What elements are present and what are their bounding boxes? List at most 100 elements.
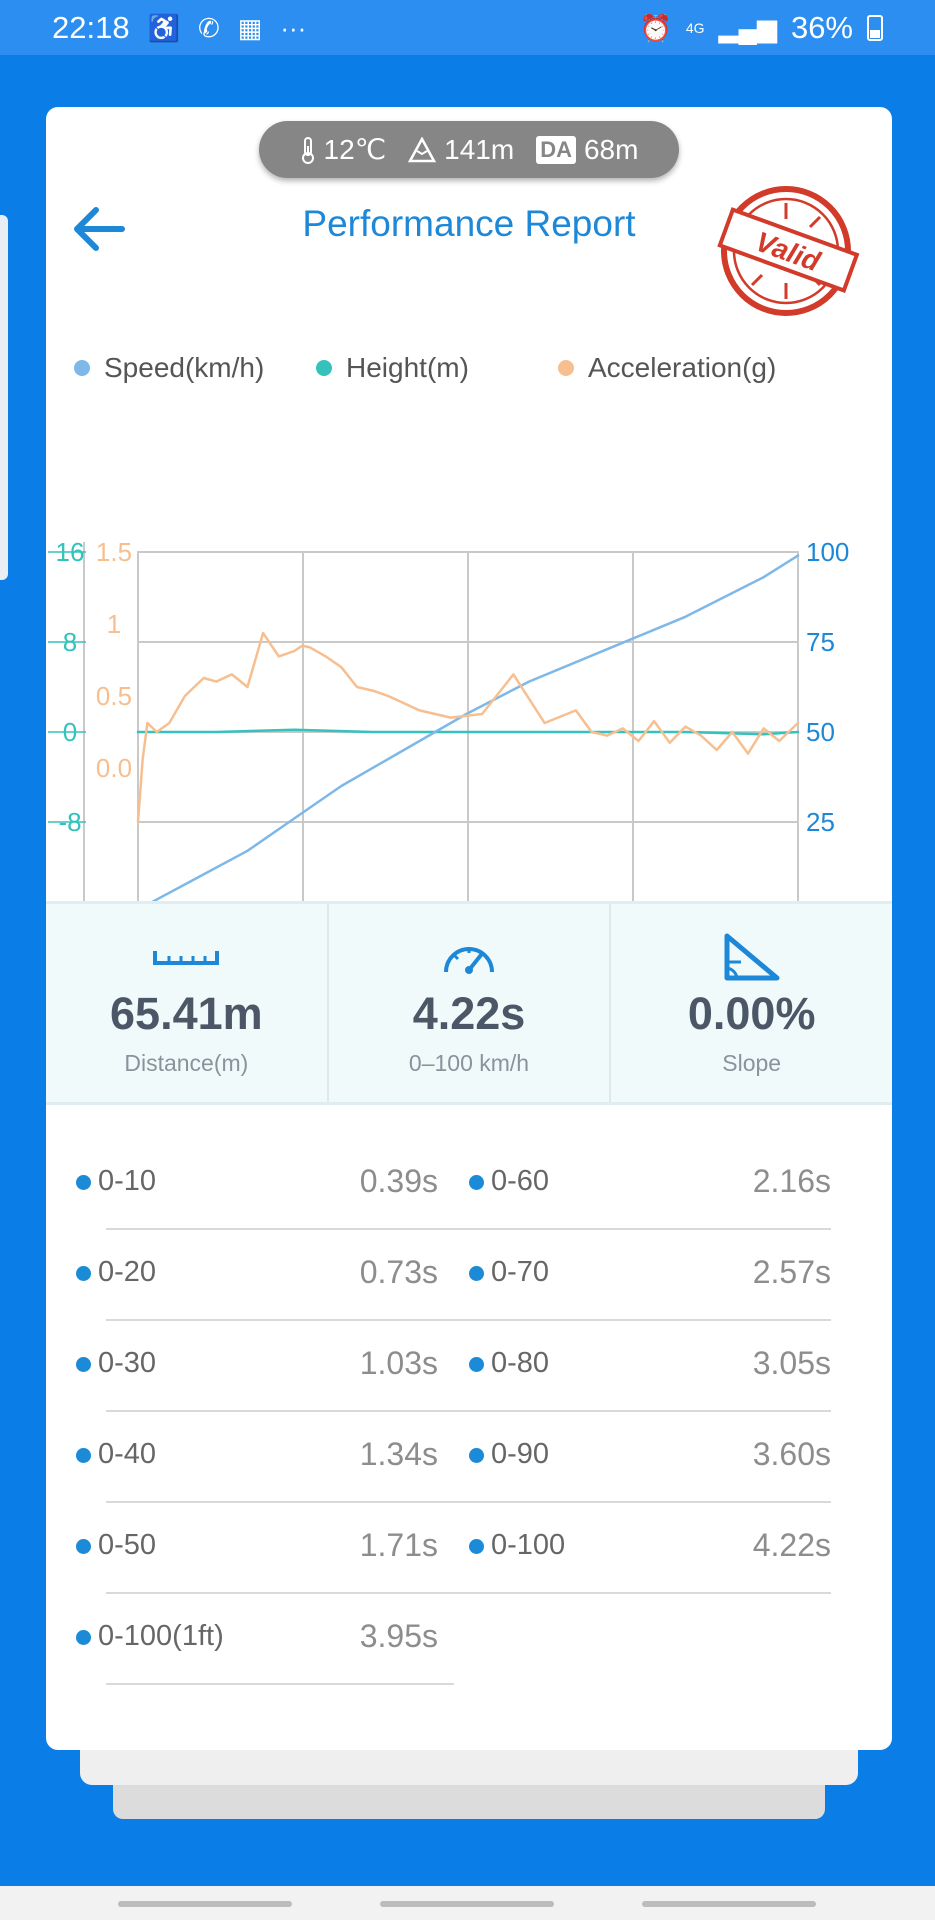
speed-tick-label: 50 — [806, 717, 835, 747]
mountain-icon — [408, 136, 437, 162]
ruler-icon — [153, 951, 220, 965]
split-bullet — [76, 1539, 91, 1554]
split-divider — [106, 1410, 831, 1412]
battery-percent: 36% — [790, 9, 853, 45]
split-time: 3.60s — [752, 1436, 831, 1472]
battery-icon — [867, 14, 883, 41]
split-row: 0-100(1ft) 3.95s — [76, 1592, 454, 1685]
split-row: 0-30 1.03s — [76, 1319, 454, 1412]
height-tick-label: 0 — [63, 717, 77, 747]
whatsapp-icon: ✆ — [197, 12, 220, 43]
alarm-icon: ⏰ — [639, 12, 672, 43]
split-bullet — [76, 1630, 91, 1645]
split-time: 2.57s — [752, 1254, 831, 1290]
nav-back-button[interactable] — [642, 1901, 816, 1907]
split-time: 0.39s — [359, 1163, 438, 1199]
split-bullet — [76, 1357, 91, 1372]
split-divider — [106, 1501, 831, 1503]
split-bullet — [76, 1175, 91, 1190]
network-4g-icon: 4G — [685, 19, 705, 36]
split-row: 0-100 4.22s — [106, 1501, 831, 1594]
acceleration-tick-label: 1.5 — [96, 537, 132, 567]
split-time: 4.22s — [752, 1527, 831, 1563]
split-time: 1.03s — [359, 1345, 438, 1381]
split-name: 0-20 — [98, 1256, 157, 1288]
split-row: 0-60 2.16s — [106, 1137, 831, 1230]
split-bullet — [469, 1357, 484, 1372]
stat-zero-to-hundred: 4.22s 0–100 km/h — [329, 904, 612, 1102]
legend-acceleration-label: Acceleration(g) — [588, 352, 777, 383]
acceleration-tick-label: 0.5 — [96, 681, 132, 711]
height-tick-label: 8 — [63, 627, 77, 657]
distance-label: Distance(m) — [124, 1050, 249, 1076]
split-divider — [106, 1683, 454, 1685]
thermometer-icon — [301, 136, 314, 164]
legend-height-swatch — [316, 360, 332, 376]
clock: 22:18 — [52, 9, 130, 45]
speed-series-line — [136, 554, 800, 914]
accessibility-icon: ♿ — [147, 12, 180, 43]
legend-height: Height(m) — [316, 352, 469, 384]
split-name: 0-10 — [98, 1165, 157, 1197]
split-time: 1.71s — [359, 1527, 438, 1563]
nav-home-button[interactable] — [380, 1901, 554, 1907]
nav-recents-button[interactable] — [118, 1901, 292, 1907]
split-time: 0.73s — [359, 1254, 438, 1290]
signal-icon: ▂▄▆ — [718, 12, 777, 43]
more-dots-icon: ··· — [280, 12, 307, 43]
split-divider — [106, 1228, 831, 1230]
side-panel-handle[interactable] — [0, 215, 8, 580]
split-divider — [106, 1319, 831, 1321]
altitude-value: 141m — [444, 133, 515, 165]
legend-speed-swatch — [74, 360, 90, 376]
slope-icon — [724, 933, 780, 981]
split-bullet — [76, 1448, 91, 1463]
density-altitude-value: 68m — [583, 133, 639, 165]
split-bullet — [76, 1266, 91, 1281]
stat-slope: 0.00% Slope — [611, 904, 892, 1102]
stats-panel: 65.41m Distance(m) 4.22s 0–100 km/h 0.00… — [46, 901, 892, 1105]
split-row: 0-50 1.71s — [76, 1501, 454, 1594]
split-divider — [106, 1592, 831, 1594]
split-bullet — [469, 1539, 484, 1554]
system-nav-bar — [0, 1886, 935, 1920]
split-row: 0-40 1.34s — [76, 1410, 454, 1503]
split-name: 0-100(1ft) — [98, 1620, 224, 1652]
distance-value: 65.41m — [110, 988, 263, 1039]
stat-distance: 65.41m Distance(m) — [46, 904, 329, 1102]
density-altitude-badge: DA — [536, 135, 576, 164]
temperature-value: 12℃ — [323, 134, 387, 165]
split-name: 0-90 — [491, 1438, 550, 1470]
speed-tick-label: 75 — [806, 627, 835, 657]
split-name: 0-60 — [491, 1165, 550, 1197]
speed-tick-label: 100 — [806, 537, 849, 567]
height-series-line — [136, 728, 800, 736]
back-arrow-icon[interactable] — [66, 197, 130, 261]
report-card: 12℃ 141m DA 68m Performance Report Valid — [46, 107, 892, 1750]
acceleration-series-line — [136, 631, 800, 824]
slope-value: 0.00% — [687, 988, 816, 1039]
zero-to-hundred-label: 0–100 km/h — [408, 1050, 530, 1076]
speedometer-icon — [444, 947, 494, 974]
split-name: 0-80 — [491, 1347, 550, 1379]
split-time: 2.16s — [752, 1163, 831, 1199]
split-bullet — [469, 1448, 484, 1463]
split-time: 3.95s — [359, 1618, 438, 1654]
speed-tick-label: 25 — [806, 807, 835, 837]
split-time: 3.05s — [752, 1345, 831, 1381]
conditions-pill: 12℃ 141m DA 68m — [259, 121, 679, 178]
calendar-icon: ▦ — [237, 12, 263, 43]
split-row: 0-90 3.60s — [106, 1410, 831, 1503]
split-name: 0-30 — [98, 1347, 157, 1379]
page-title: Performance Report — [302, 203, 636, 244]
slope-label: Slope — [722, 1050, 782, 1076]
split-bullet — [469, 1175, 484, 1190]
legend-height-label: Height(m) — [346, 352, 469, 383]
legend-speed-label: Speed(km/h) — [104, 352, 265, 383]
height-tick-label: -8 — [58, 807, 81, 837]
zero-to-hundred-value: 4.22s — [412, 988, 526, 1039]
split-time: 1.34s — [359, 1436, 438, 1472]
split-bullet — [469, 1266, 484, 1281]
split-row: 0-80 3.05s — [106, 1319, 831, 1412]
